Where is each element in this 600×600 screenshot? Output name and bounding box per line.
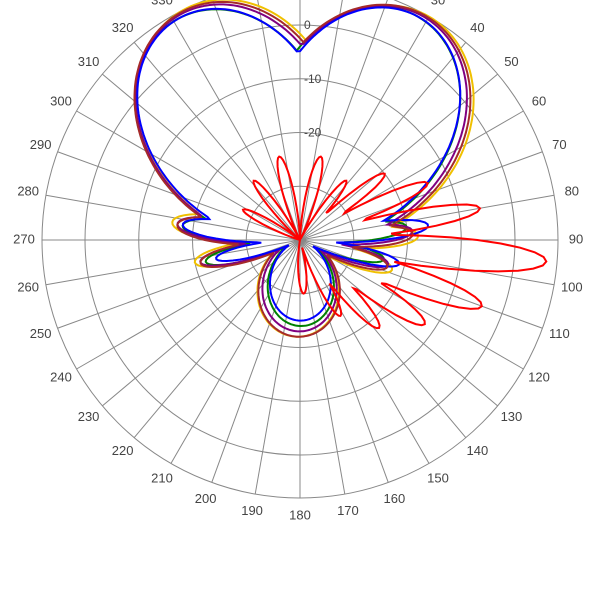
grid-spoke	[300, 74, 498, 240]
angle-tick-label: 140	[467, 443, 489, 458]
angle-tick-label: 250	[30, 326, 52, 341]
angle-tick-label: 160	[384, 491, 406, 506]
angle-tick-label: 260	[17, 279, 39, 294]
angle-tick-label: 280	[17, 184, 39, 199]
angle-tick-label: 240	[50, 369, 72, 384]
radial-tick-label: 0	[304, 18, 311, 32]
angle-tick-label: 30	[431, 0, 445, 7]
angle-tick-label: 120	[528, 369, 550, 384]
angle-tick-label: 170	[337, 503, 359, 518]
angle-tick-label: 230	[78, 409, 100, 424]
angle-tick-label: 190	[241, 503, 263, 518]
grid-spoke	[300, 42, 466, 240]
angle-tick-label: 40	[470, 20, 484, 35]
pattern-curves	[135, 0, 547, 337]
grid-spoke	[300, 152, 542, 240]
radial-tick-label: -20	[304, 126, 322, 140]
angle-tick-label: 70	[552, 137, 566, 152]
polar-radiation-chart: 0102030405060708090100110120130140150160…	[0, 0, 600, 600]
angle-tick-label: 50	[504, 54, 518, 69]
angle-tick-label: 320	[112, 20, 134, 35]
grid-spoke	[134, 42, 300, 240]
angle-tick-label: 220	[112, 443, 134, 458]
angle-tick-label: 200	[195, 491, 217, 506]
angle-tick-label: 60	[532, 93, 546, 108]
angle-tick-label: 210	[151, 470, 173, 485]
angle-tick-label: 150	[427, 470, 449, 485]
angle-tick-label: 310	[78, 54, 100, 69]
angle-tick-label: 130	[501, 409, 523, 424]
pattern-gold	[136, 0, 473, 337]
polar-grid	[42, 0, 558, 498]
angle-tick-label: 110	[549, 326, 570, 341]
pattern-brown	[135, 2, 471, 337]
pattern-green	[135, 6, 460, 326]
angle-tick-label: 300	[50, 93, 72, 108]
angle-tick-label: 80	[565, 184, 579, 199]
angle-tick-label: 100	[561, 279, 583, 294]
grid-spoke	[212, 240, 300, 482]
angle-tick-label: 90	[569, 231, 583, 246]
angle-tick-label: 330	[151, 0, 173, 7]
grid-spoke	[134, 240, 300, 438]
angle-tick-label: 180	[289, 507, 311, 522]
angle-tick-label: 290	[30, 137, 52, 152]
radial-tick-label: -10	[304, 72, 322, 86]
angle-tick-label: 270	[13, 231, 35, 246]
